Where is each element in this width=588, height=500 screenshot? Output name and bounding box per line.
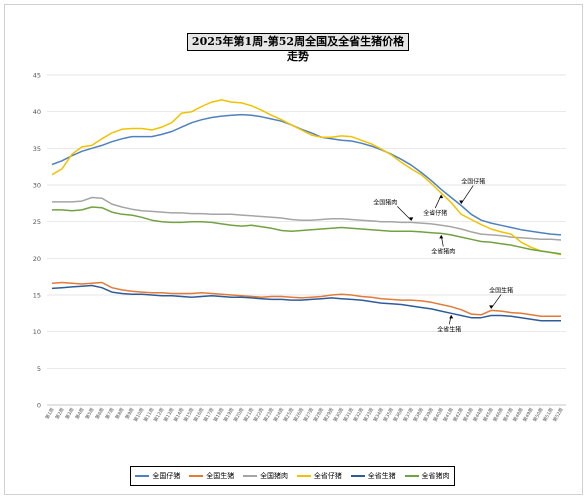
series-line	[51, 284, 561, 322]
legend-swatch	[296, 475, 311, 477]
legend-item: 全国仔猪	[135, 471, 180, 481]
annotation-label: 全国生猪	[489, 286, 513, 294]
legend-item: 全国猪肉	[243, 471, 288, 481]
annotation-label: 全省仔猪	[423, 209, 447, 217]
y-tick-label: 15	[33, 292, 41, 300]
legend-item: 全国生猪	[189, 471, 234, 481]
annotation-arrowhead	[449, 314, 454, 319]
y-tick-label: 25	[33, 218, 41, 226]
legend-item: 全省仔猪	[296, 471, 342, 481]
annotation-arrow	[490, 294, 502, 309]
annotation-arrowhead	[439, 234, 444, 239]
y-tick-label: 5	[37, 365, 41, 373]
y-tick-label: 40	[33, 108, 41, 116]
series-line	[51, 99, 562, 256]
x-tick-label: 第52周	[551, 406, 565, 423]
series-line	[51, 281, 561, 318]
chart-legend: 全国仔猪 全国生猪 全国猪肉 全省仔猪 全省生猪 全省猪肉	[130, 466, 455, 486]
annotation-label: 全省生猪	[437, 325, 461, 333]
y-tick-label: 35	[33, 145, 41, 153]
annotation-arrowhead	[459, 200, 464, 205]
legend-label: 全国猪肉	[260, 472, 289, 480]
chart-frame	[4, 4, 583, 495]
legend-item: 全省猪肉	[404, 471, 450, 481]
annotation-arrowhead	[489, 305, 494, 309]
y-tick-label: 45	[33, 72, 41, 80]
legend-swatch	[350, 475, 365, 477]
legend-swatch	[135, 475, 150, 477]
legend-swatch	[243, 475, 258, 477]
legend-swatch	[404, 475, 419, 477]
series-line	[51, 113, 562, 236]
y-tick-label: 0	[37, 402, 41, 410]
y-tick-label: 20	[33, 255, 41, 263]
legend-swatch	[189, 475, 204, 477]
series-line	[52, 206, 562, 255]
y-tick-label: 10	[33, 328, 41, 336]
legend-label: 全省猪肉	[421, 472, 450, 480]
legend-label: 全省生猪	[367, 472, 396, 480]
annotation-arrowhead	[439, 194, 444, 199]
annotation-label: 全省猪肉	[431, 247, 455, 255]
annotation-arrowhead	[409, 217, 414, 221]
y-tick-label: 30	[33, 182, 41, 190]
series-line	[52, 196, 562, 241]
legend-label: 全省仔猪	[313, 472, 342, 480]
chart-title: 2025年第1周-第52周全国及全省生猪价格走势	[187, 33, 409, 63]
annotation-arrow	[397, 206, 412, 221]
annotation-label: 全国仔猪	[461, 178, 485, 186]
annotation-label: 全国猪肉	[373, 198, 397, 206]
legend-item: 全省生猪	[350, 471, 396, 481]
legend-label: 全国仔猪	[152, 472, 181, 480]
legend-label: 全国生猪	[206, 472, 235, 480]
